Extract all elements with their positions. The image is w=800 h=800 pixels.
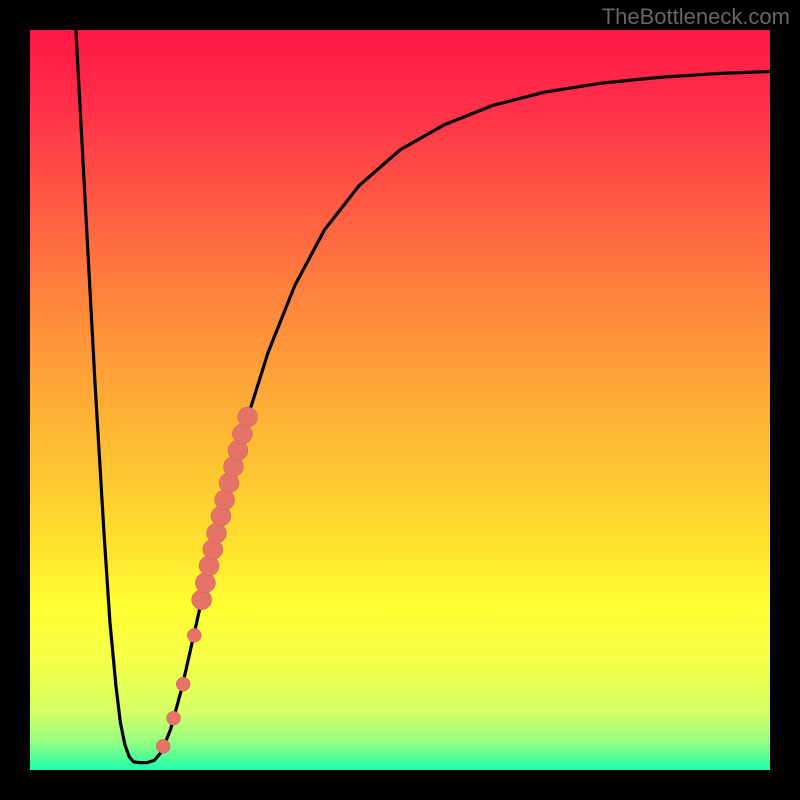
data-point xyxy=(187,628,201,642)
data-point xyxy=(195,573,215,593)
data-point xyxy=(156,739,170,753)
data-point xyxy=(215,490,235,510)
chart-gradient-background xyxy=(30,30,770,770)
data-point xyxy=(206,523,226,543)
bottleneck-chart xyxy=(0,0,800,800)
data-point xyxy=(176,677,190,691)
data-point xyxy=(192,590,212,610)
data-point xyxy=(167,711,181,725)
data-point xyxy=(238,407,258,427)
chart-container: TheBottleneck.com xyxy=(0,0,800,800)
attribution-label: TheBottleneck.com xyxy=(602,4,790,30)
